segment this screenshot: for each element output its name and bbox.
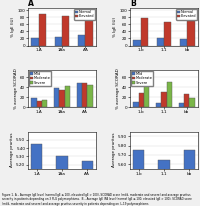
Bar — [54, 88, 59, 107]
Bar — [31, 144, 42, 206]
Bar — [179, 103, 184, 107]
Bar — [139, 93, 144, 107]
Bar — [82, 161, 93, 206]
Legend: Normal, Elevated: Normal, Elevated — [176, 9, 197, 20]
Bar — [59, 90, 65, 107]
Bar — [55, 37, 62, 46]
Bar — [133, 150, 144, 206]
Text: Figure 1. A – Average IgE level (normal IgE ≤ 100, elevated IgE > 100), SCORAD s: Figure 1. A – Average IgE level (normal … — [2, 193, 192, 206]
Bar — [78, 35, 85, 46]
Bar — [39, 14, 46, 46]
Bar — [85, 18, 93, 46]
Bar — [141, 18, 148, 46]
Bar — [144, 83, 149, 107]
Bar — [82, 83, 87, 107]
Bar — [42, 100, 47, 107]
Bar — [167, 82, 172, 107]
Y-axis label: % average SCORAD: % average SCORAD — [116, 68, 120, 109]
Bar — [56, 157, 68, 206]
Bar — [133, 102, 139, 107]
Y-axis label: % IgE (IU): % IgE (IU) — [11, 17, 15, 37]
Legend: Mild, Moderate, Severe: Mild, Moderate, Severe — [29, 71, 51, 86]
Y-axis label: Average pruritus: Average pruritus — [112, 133, 116, 167]
Bar — [156, 103, 161, 107]
Text: B: B — [130, 0, 136, 8]
Bar — [62, 16, 69, 46]
Bar — [31, 98, 37, 107]
Bar — [161, 92, 167, 107]
Bar — [37, 101, 42, 107]
Bar — [189, 98, 195, 107]
Legend: Normal, Elevated: Normal, Elevated — [74, 9, 95, 20]
Bar — [133, 40, 141, 46]
Bar — [180, 39, 187, 46]
Y-axis label: Average pruritus: Average pruritus — [10, 133, 14, 167]
Text: A: A — [28, 0, 34, 8]
Bar — [184, 150, 195, 206]
Y-axis label: % IgE (IU): % IgE (IU) — [113, 17, 117, 37]
Bar — [31, 39, 39, 46]
Y-axis label: % average SCORAD: % average SCORAD — [14, 68, 18, 109]
Bar — [158, 160, 170, 206]
Legend: Mild, Moderate, Severe: Mild, Moderate, Severe — [131, 71, 153, 86]
Bar — [187, 21, 195, 46]
Bar — [87, 85, 93, 107]
Bar — [184, 94, 189, 107]
Bar — [157, 38, 164, 46]
Bar — [164, 22, 171, 46]
Bar — [77, 83, 82, 107]
Bar — [65, 86, 70, 107]
